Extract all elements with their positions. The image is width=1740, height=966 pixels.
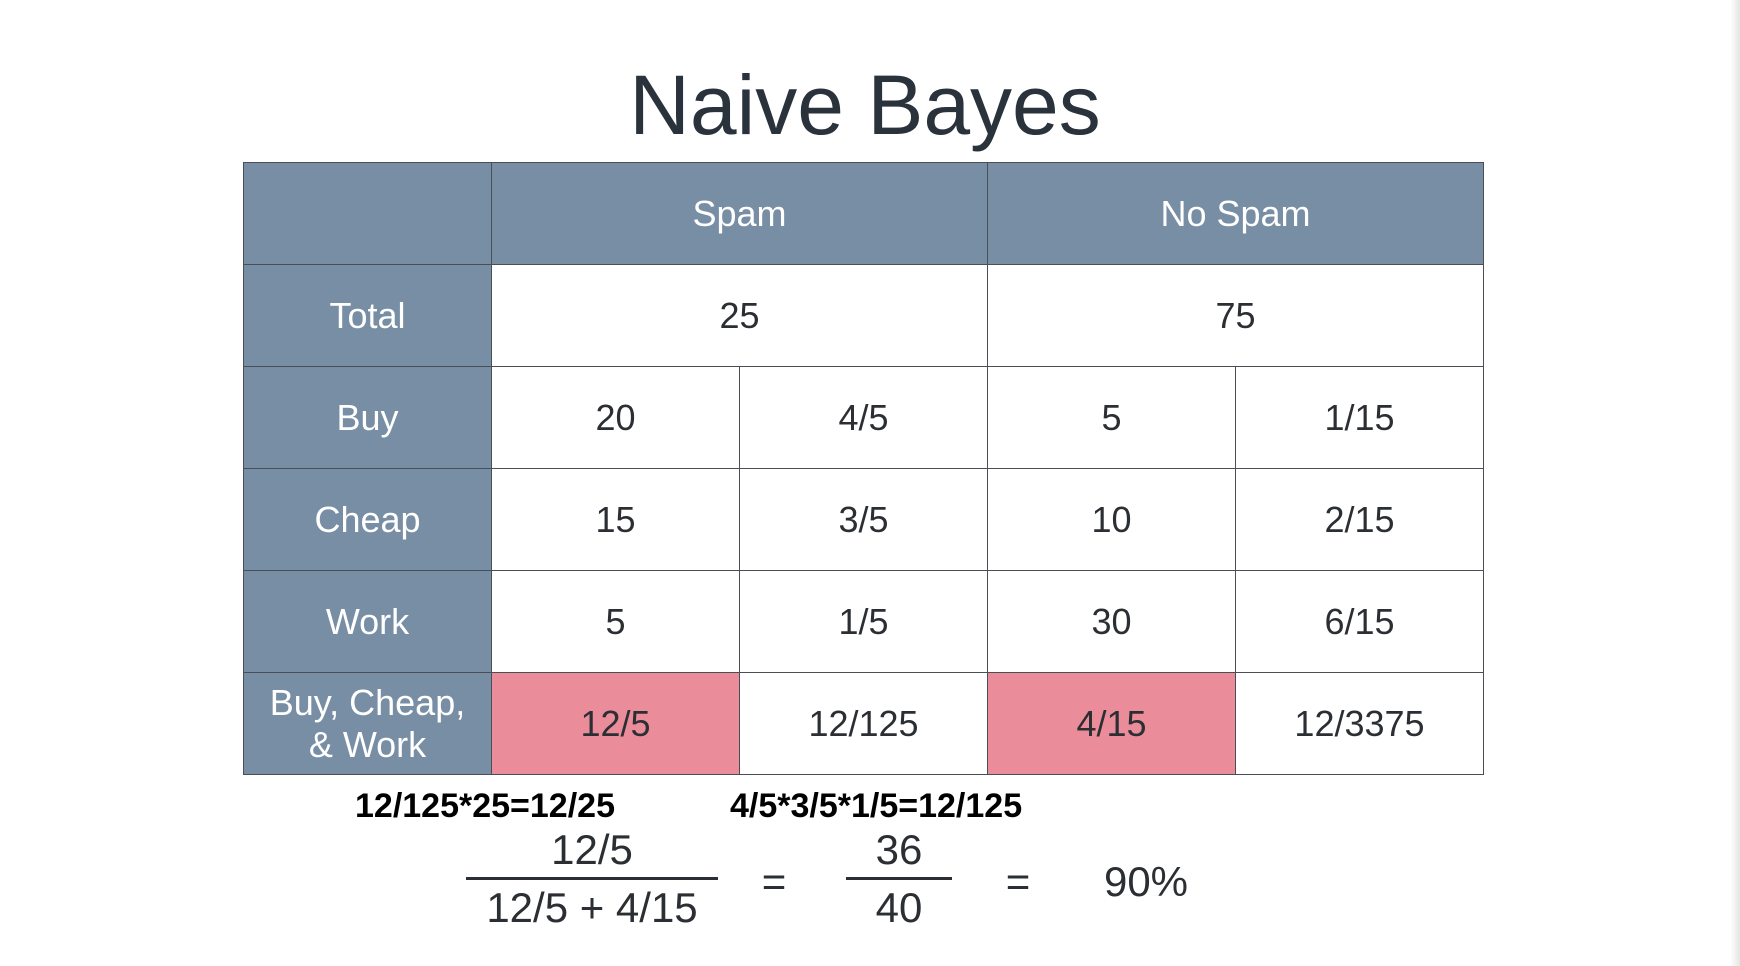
table-cell: 5	[491, 570, 740, 673]
fraction-1-bar	[466, 877, 718, 880]
annotation-left: 12/125*25=12/25	[355, 787, 615, 825]
table-cell: 3/5	[739, 468, 988, 571]
table-cell: 12/125	[739, 672, 988, 775]
highlighted-cell: 12/5	[491, 672, 740, 775]
table-cell: 2/15	[1235, 468, 1484, 571]
header-no-spam: No Spam	[987, 162, 1484, 265]
table-cell: 20	[491, 366, 740, 469]
equals-sign-1: =	[761, 858, 787, 905]
naive-bayes-table: Spam No Spam Total 25 75 Buy 20 4/5 5 1/…	[243, 162, 1484, 775]
row-label-cheap: Cheap	[243, 468, 492, 571]
equals-sign-2: =	[1005, 858, 1031, 905]
header-spam: Spam	[491, 162, 988, 265]
fraction-1-numerator: 12/5	[551, 826, 633, 873]
fraction-2-bar	[846, 877, 952, 880]
fraction-2-denominator: 40	[875, 884, 923, 931]
table-row-combined: Buy, Cheap, & Work 12/5 12/125 4/15 12/33…	[243, 672, 1484, 775]
table-row-cheap: Cheap 15 3/5 10 2/15	[243, 468, 1484, 571]
table-cell: 12/3375	[1235, 672, 1484, 775]
result-percentage: 90%	[1103, 858, 1189, 905]
table-row-buy: Buy 20 4/5 5 1/15	[243, 366, 1484, 469]
table-cell: 1/15	[1235, 366, 1484, 469]
table-cell: 30	[987, 570, 1236, 673]
row-label-combined-line2: & Work	[308, 723, 427, 765]
row-label-combined: Buy, Cheap, & Work	[243, 672, 492, 775]
table-cell: 1/5	[739, 570, 988, 673]
total-spam: 25	[491, 264, 988, 367]
total-no-spam: 75	[987, 264, 1484, 367]
table-row-work: Work 5 1/5 30 6/15	[243, 570, 1484, 673]
row-label-buy: Buy	[243, 366, 492, 469]
row-label-work: Work	[243, 570, 492, 673]
table-header-row: Spam No Spam	[243, 162, 1484, 265]
fraction-2-numerator: 36	[875, 826, 923, 873]
table-cell: 15	[491, 468, 740, 571]
slide-edge-shadow	[1730, 0, 1740, 966]
fraction-1-denominator: 12/5 + 4/15	[486, 884, 698, 931]
table-cell: 5	[987, 366, 1236, 469]
table-row-total: Total 25 75	[243, 264, 1484, 367]
row-label-total: Total	[243, 264, 492, 367]
table-cell: 6/15	[1235, 570, 1484, 673]
table-cell: 4/5	[739, 366, 988, 469]
annotation-right: 4/5*3/5*1/5=12/125	[730, 787, 1023, 825]
slide-title: Naive Bayes	[629, 58, 1101, 152]
table-corner-cell	[243, 162, 492, 265]
table-cell: 10	[987, 468, 1236, 571]
highlighted-cell: 4/15	[987, 672, 1236, 775]
row-label-combined-line1: Buy, Cheap,	[269, 681, 466, 723]
